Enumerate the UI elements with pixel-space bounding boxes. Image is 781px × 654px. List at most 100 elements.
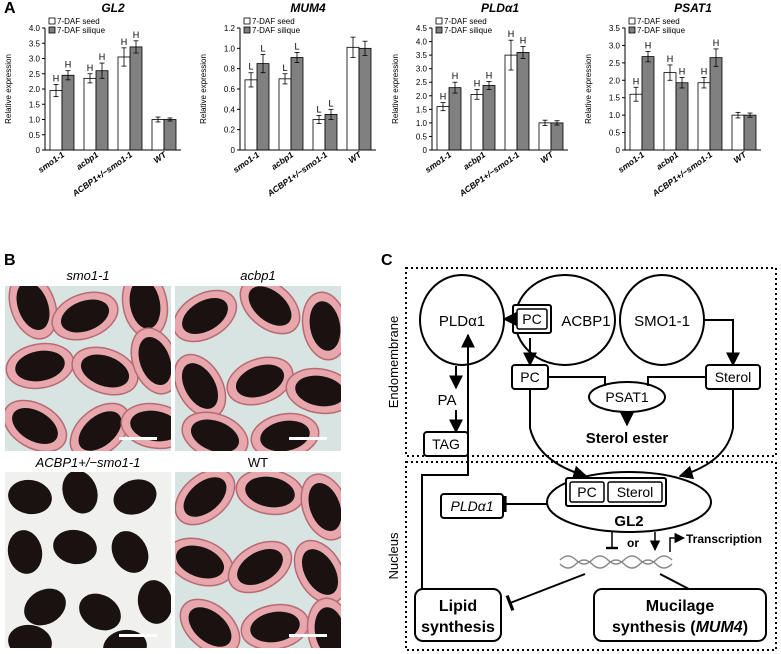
- y-axis-label: Relative expression: [4, 54, 13, 124]
- y-tick-label: 1.5: [29, 100, 41, 109]
- bar: [95, 70, 109, 151]
- y-tick-label: 2.0: [609, 76, 621, 85]
- data-label: H: [87, 63, 94, 73]
- seed: [175, 472, 236, 526]
- seed: [227, 540, 293, 594]
- bar: [663, 72, 677, 151]
- seed: [62, 472, 98, 514]
- transcription-label: Transcription: [686, 532, 762, 546]
- chart-title: MUM4: [290, 1, 326, 15]
- dna-helix-icon: [559, 555, 673, 569]
- seed: [53, 529, 97, 565]
- legend-swatch: [435, 17, 443, 25]
- mucilage-label-1: Mucilage: [646, 598, 715, 615]
- scale-bar: [119, 437, 157, 440]
- y-tick-label: 0: [36, 146, 41, 155]
- nucleus-compartment: [405, 461, 777, 651]
- chart-title: PSAT1: [674, 1, 712, 15]
- data-label: H: [520, 35, 527, 45]
- bar: [278, 78, 292, 151]
- y-tick-label: 0.2: [224, 126, 236, 135]
- y-axis-label: Relative expression: [391, 54, 400, 124]
- lipid-label-1: Lipid: [439, 598, 477, 615]
- photo-wt: [175, 472, 341, 648]
- bar: [436, 106, 450, 151]
- pc-label: PC: [520, 369, 539, 385]
- arrow-sterol-gl2: [678, 389, 734, 480]
- bar: [641, 56, 655, 151]
- y-tick-label: 0.5: [29, 131, 41, 140]
- bar: [731, 114, 745, 151]
- pld-gene-label: PLDα1: [450, 498, 493, 514]
- photo-label-wt: WT: [247, 455, 269, 470]
- legend-label: 7-DAF seed: [444, 17, 487, 26]
- data-label: H: [133, 30, 140, 40]
- category-label: smo1-1: [616, 149, 646, 174]
- seed: [71, 346, 139, 396]
- y-tick-label: 0.6: [224, 85, 236, 94]
- data-label: L: [294, 41, 299, 51]
- bar: [290, 57, 304, 151]
- y-tick-label: 0.8: [224, 65, 236, 74]
- bar: [470, 94, 484, 151]
- y-tick-label: 2.0: [416, 92, 428, 101]
- data-label: L: [282, 63, 287, 73]
- photo-smo1: [5, 286, 171, 451]
- line-sterol-psat1: [647, 376, 706, 386]
- bar: [675, 82, 689, 151]
- expression-charts: GL2 Relative expression 0 0.5 1.0 1.5 2.0 2.5 3.…: [4, 1, 761, 199]
- data-label: H: [713, 38, 720, 48]
- pa-label: PA: [438, 392, 457, 409]
- bar: [743, 114, 757, 151]
- category-label: WT: [539, 149, 556, 165]
- y-tick-label: 1.0: [29, 116, 41, 125]
- y-tick-label: 0: [423, 146, 428, 155]
- seed-image-smo1: [5, 286, 171, 451]
- category-label: acbp1: [654, 149, 680, 171]
- y-tick-label: 2.5: [609, 59, 621, 68]
- nucleus-label: Nucleus: [386, 532, 401, 579]
- seed: [69, 402, 131, 451]
- bar: [83, 77, 97, 151]
- seed: [8, 479, 52, 515]
- seed: [8, 286, 58, 340]
- y-tick-label: 3.5: [29, 39, 41, 48]
- line-pc-psat1: [548, 376, 606, 386]
- pld-gene-box: [440, 493, 504, 519]
- sterol-label: Sterol: [715, 369, 752, 385]
- bar: [482, 85, 496, 151]
- y-tick-label: 1.5: [609, 94, 621, 103]
- y-tick-label: 2.0: [29, 85, 41, 94]
- seed: [79, 593, 121, 631]
- bar: [709, 57, 723, 151]
- seed: [5, 399, 68, 451]
- seed: [121, 286, 169, 339]
- y-tick-label: 1.0: [609, 111, 621, 120]
- arrow-pc-gl2: [529, 389, 588, 480]
- seed: [7, 530, 43, 574]
- chart-title: GL2: [101, 1, 125, 15]
- legend-swatch: [48, 17, 56, 25]
- category-label: acbp1: [461, 149, 487, 171]
- bar: [163, 119, 177, 151]
- scale-bar: [119, 634, 157, 637]
- category-label: WT: [732, 149, 749, 165]
- legend-swatch: [48, 26, 56, 34]
- category-label: ACBP1+/−smo1-1: [457, 149, 522, 199]
- panel-label-c: C: [381, 252, 393, 269]
- data-label: H: [633, 76, 640, 86]
- category-label: WT: [347, 149, 364, 165]
- panel-label-b: B: [4, 252, 16, 269]
- bar: [256, 63, 270, 151]
- seed: [226, 356, 294, 406]
- y-tick-label: 1.0: [224, 44, 236, 53]
- y-tick-label: 1.2: [224, 24, 236, 33]
- seed: [24, 588, 66, 626]
- seed: [137, 580, 171, 624]
- data-label: L: [316, 104, 321, 114]
- seed: [179, 598, 241, 648]
- seed: [175, 289, 238, 343]
- y-tick-label: 0.5: [609, 129, 621, 138]
- data-label: L: [328, 98, 333, 108]
- y-tick-label: 3.5: [416, 51, 428, 60]
